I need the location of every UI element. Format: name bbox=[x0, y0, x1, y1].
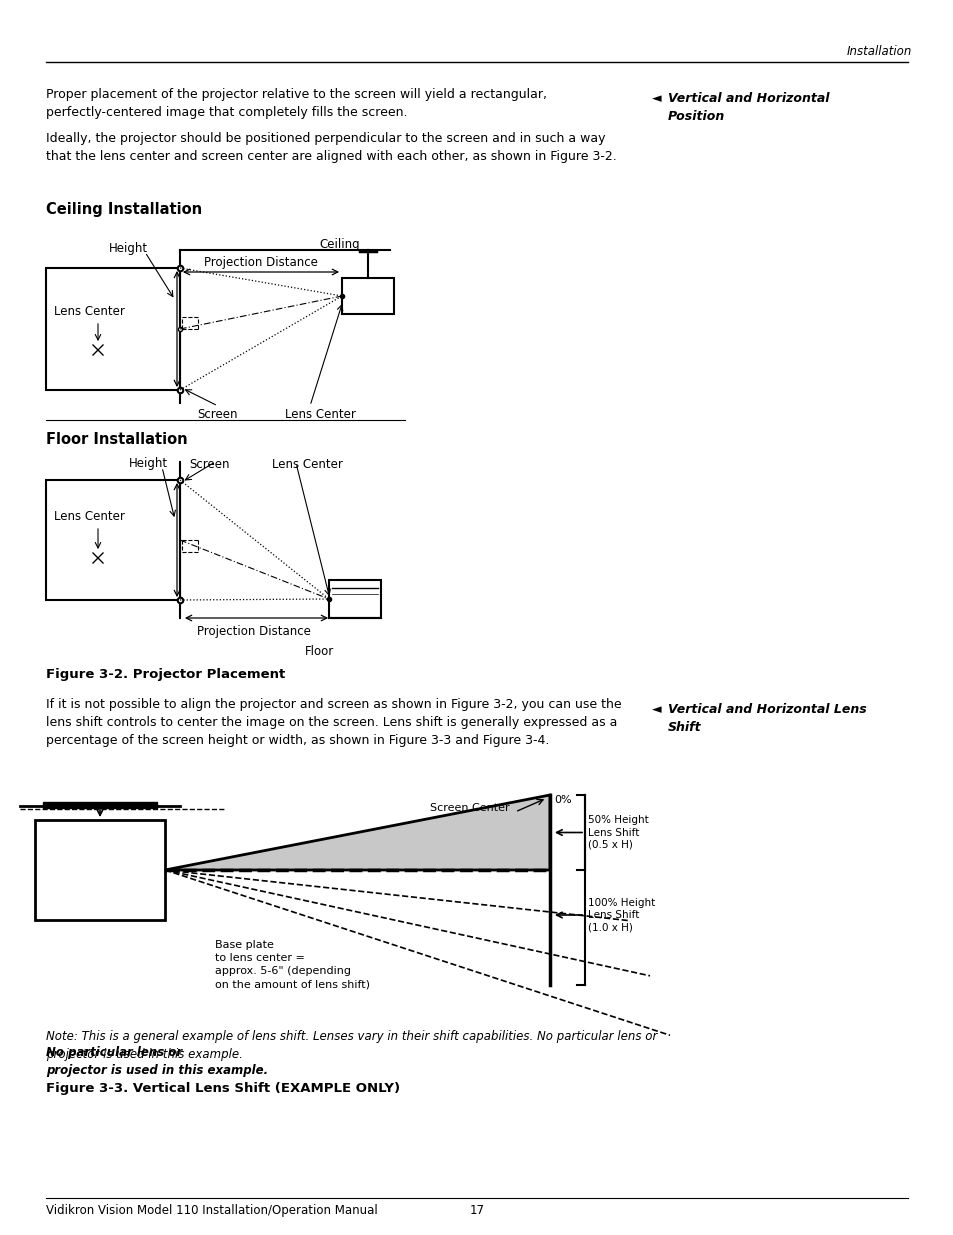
Text: Note: This is a general example of lens shift. Lenses vary in their shift capabi: Note: This is a general example of lens … bbox=[46, 1030, 657, 1061]
Text: Base plate
to lens center =
approx. 5-6" (depending
on the amount of lens shift): Base plate to lens center = approx. 5-6"… bbox=[214, 940, 370, 989]
Bar bbox=[341, 278, 394, 314]
Text: ◄: ◄ bbox=[651, 703, 661, 716]
Text: Screen: Screen bbox=[190, 458, 230, 471]
Bar bbox=[46, 268, 180, 390]
Text: Floor: Floor bbox=[305, 645, 335, 658]
Text: Vertical and Horizontal Lens
Shift: Vertical and Horizontal Lens Shift bbox=[667, 703, 866, 734]
Text: If it is not possible to align the projector and screen as shown in Figure 3-2, : If it is not possible to align the proje… bbox=[46, 698, 621, 747]
Text: Screen Center: Screen Center bbox=[430, 803, 509, 813]
Text: 100% Height
Lens Shift
(1.0 x H): 100% Height Lens Shift (1.0 x H) bbox=[587, 898, 655, 932]
Bar bbox=[329, 580, 380, 618]
Text: Height: Height bbox=[109, 242, 148, 254]
Text: Ideally, the projector should be positioned perpendicular to the screen and in s: Ideally, the projector should be positio… bbox=[46, 132, 616, 163]
Text: Screen: Screen bbox=[197, 408, 238, 421]
Text: Vidikron Vision Model 110 Installation/Operation Manual: Vidikron Vision Model 110 Installation/O… bbox=[46, 1204, 377, 1216]
Text: Lens Center: Lens Center bbox=[54, 510, 125, 522]
Text: Lens Center: Lens Center bbox=[285, 408, 355, 421]
Bar bbox=[46, 480, 180, 600]
Text: No particular lens or
projector is used in this example.: No particular lens or projector is used … bbox=[46, 1046, 268, 1077]
Bar bbox=[43, 802, 157, 808]
Text: Ceiling Installation: Ceiling Installation bbox=[46, 203, 202, 217]
Polygon shape bbox=[165, 795, 550, 869]
Text: 17: 17 bbox=[469, 1204, 484, 1216]
Text: Height: Height bbox=[129, 457, 168, 471]
Text: Installation: Installation bbox=[845, 44, 911, 58]
Text: Lens Center: Lens Center bbox=[272, 458, 342, 471]
Text: 50% Height
Lens Shift
(0.5 x H): 50% Height Lens Shift (0.5 x H) bbox=[587, 815, 648, 850]
Text: Figure 3-3. Vertical Lens Shift (EXAMPLE ONLY): Figure 3-3. Vertical Lens Shift (EXAMPLE… bbox=[46, 1082, 399, 1095]
Text: Projection Distance: Projection Distance bbox=[197, 625, 311, 638]
Bar bbox=[35, 820, 165, 920]
Text: Proper placement of the projector relative to the screen will yield a rectangula: Proper placement of the projector relati… bbox=[46, 88, 546, 119]
Text: 0%: 0% bbox=[554, 795, 571, 805]
Text: Projection Distance: Projection Distance bbox=[204, 256, 317, 269]
Text: Figure 3-2. Projector Placement: Figure 3-2. Projector Placement bbox=[46, 668, 285, 680]
Text: Lens Center: Lens Center bbox=[54, 305, 125, 317]
Text: Ceiling: Ceiling bbox=[319, 238, 360, 251]
Text: Floor Installation: Floor Installation bbox=[46, 432, 188, 447]
Text: Vertical and Horizontal
Position: Vertical and Horizontal Position bbox=[667, 91, 828, 124]
Text: ◄: ◄ bbox=[651, 91, 661, 105]
